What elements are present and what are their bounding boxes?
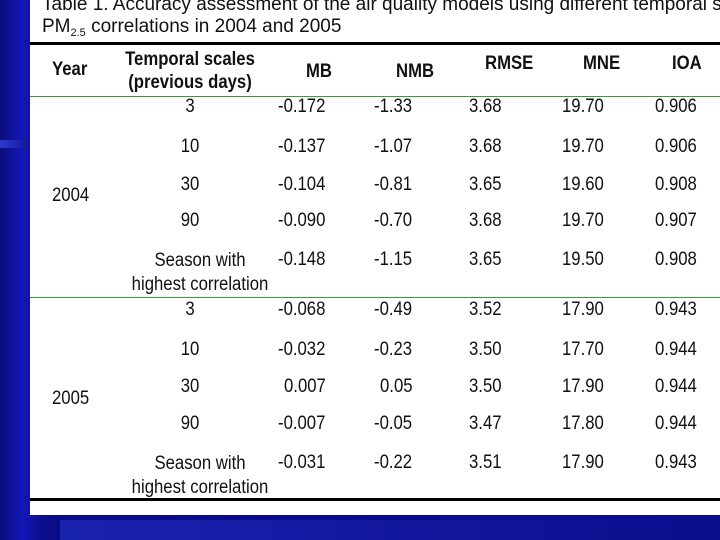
header-nmb: NMB [396, 61, 435, 82]
cell-scale: 30 [180, 376, 200, 397]
caption-line-1: Table 1. Accuracy assessment of the air … [42, 0, 720, 15]
cell-nmb: -1.33 [374, 96, 413, 117]
caption-line-2: PM2.5 correlations in 2004 and 2005 [42, 16, 342, 39]
cell-rmse: 3.50 [469, 376, 502, 397]
cell-nmb: -0.49 [374, 299, 413, 320]
cell-mb: 0.007 [284, 376, 326, 397]
cell-rmse: 3.52 [469, 299, 502, 320]
cell-ioa: 0.943 [655, 452, 697, 473]
header-temporal-scales: Temporal scales (previous days) [125, 49, 255, 93]
cell-scale: 10 [180, 136, 200, 157]
cell-rmse: 3.50 [469, 339, 502, 360]
cell-rmse: 3.65 [469, 174, 502, 195]
header-year: Year [52, 59, 88, 80]
cell-mne: 19.70 [562, 96, 604, 117]
cell-ioa: 0.908 [655, 249, 697, 270]
cell-mne: 17.80 [562, 413, 604, 434]
slide-content: Table 1. Accuracy assessment of the air … [30, 0, 720, 515]
cell-scale: Season with highest correlation [131, 250, 269, 295]
cell-ioa: 0.906 [655, 96, 697, 117]
cell-scale: 90 [180, 413, 200, 434]
cell-mb: -0.148 [278, 249, 326, 270]
cell-nmb: -0.81 [374, 174, 413, 195]
cell-scale: 30 [180, 174, 200, 195]
cell-mb: -0.090 [278, 210, 326, 231]
cell-scale: 10 [180, 339, 200, 360]
cell-nmb: 0.05 [380, 376, 413, 397]
cell-nmb: -0.22 [374, 452, 413, 473]
cell-scale: Season with highest correlation [131, 453, 269, 498]
cell-nmb: -1.15 [374, 249, 413, 270]
cell-rmse: 3.68 [469, 96, 502, 117]
cell-mb: -0.172 [278, 96, 326, 117]
year-2004: 2004 [52, 185, 90, 206]
cell-mne: 19.70 [562, 136, 604, 157]
cell-nmb: -1.07 [374, 136, 413, 157]
year-2005: 2005 [52, 388, 90, 409]
cell-mne: 19.50 [562, 249, 604, 270]
cell-nmb: -0.70 [374, 210, 413, 231]
table-top-rule [30, 42, 720, 45]
cell-ioa: 0.944 [655, 413, 697, 434]
cell-mb: -0.032 [278, 339, 326, 360]
header-mb: MB [306, 61, 333, 82]
cell-scale: 90 [180, 210, 200, 231]
header-mne: MNE [583, 53, 621, 74]
cell-ioa: 0.907 [655, 210, 697, 231]
header-rmse: RMSE [485, 53, 534, 74]
background-accent-bar [0, 140, 36, 148]
header-ioa: IOA [672, 53, 702, 74]
cell-rmse: 3.68 [469, 210, 502, 231]
cell-ioa: 0.906 [655, 136, 697, 157]
cell-mne: 19.70 [562, 210, 604, 231]
cell-ioa: 0.944 [655, 339, 697, 360]
cell-ioa: 0.943 [655, 299, 697, 320]
cell-scale: 3 [185, 96, 195, 117]
table-bottom-rule [30, 498, 720, 501]
cell-nmb: -0.23 [374, 339, 413, 360]
group-divider-rule [30, 297, 720, 298]
cell-mne: 17.90 [562, 299, 604, 320]
cell-scale: 3 [185, 299, 195, 320]
cell-mne: 17.90 [562, 452, 604, 473]
cell-mb: -0.031 [278, 452, 326, 473]
cell-mne: 19.60 [562, 174, 604, 195]
cell-mne: 17.90 [562, 376, 604, 397]
cell-rmse: 3.68 [469, 136, 502, 157]
cell-ioa: 0.908 [655, 174, 697, 195]
header-rule [30, 96, 720, 97]
cell-mb: -0.007 [278, 413, 326, 434]
cell-mne: 17.70 [562, 339, 604, 360]
background-bottom-band [60, 520, 720, 540]
cell-mb: -0.068 [278, 299, 326, 320]
cell-nmb: -0.05 [374, 413, 413, 434]
cell-rmse: 3.51 [469, 452, 502, 473]
cell-mb: -0.104 [278, 174, 326, 195]
cell-ioa: 0.944 [655, 376, 697, 397]
cell-mb: -0.137 [278, 136, 326, 157]
cell-rmse: 3.65 [469, 249, 502, 270]
cell-rmse: 3.47 [469, 413, 502, 434]
table-caption: Table 1. Accuracy assessment of the air … [42, 0, 720, 44]
